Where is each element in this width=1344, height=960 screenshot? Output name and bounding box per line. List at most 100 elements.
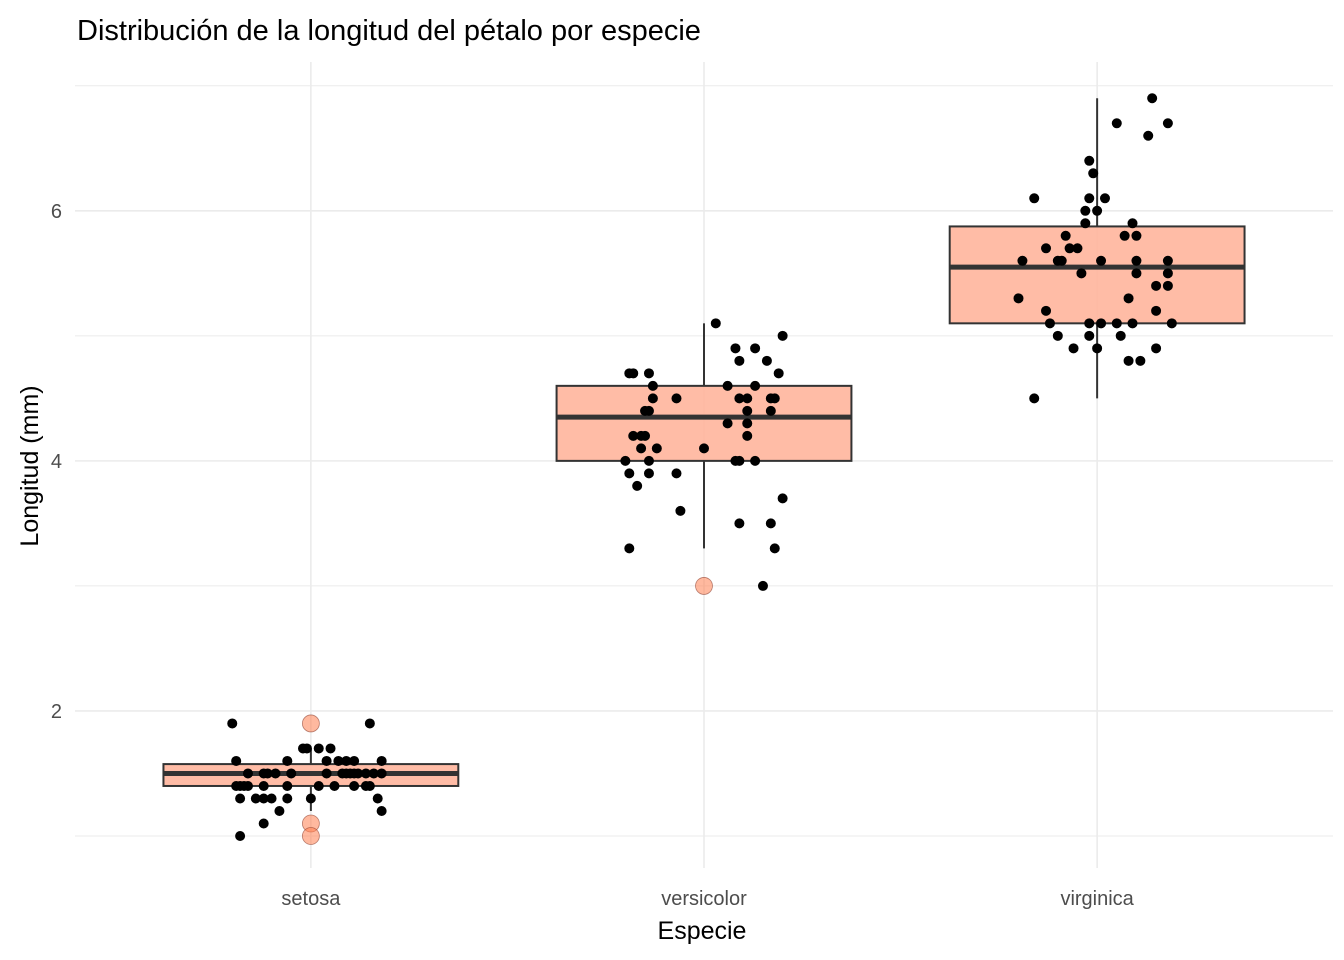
data-point (242, 780, 253, 791)
data-point (231, 755, 242, 766)
data-point (1119, 230, 1130, 241)
data-point (250, 793, 261, 804)
data-point (258, 780, 269, 791)
data-point (643, 405, 654, 416)
data-point (1162, 118, 1173, 129)
data-point (1123, 355, 1134, 366)
y-tick-labels: 2 4 6 (51, 201, 62, 723)
data-point (1162, 280, 1173, 291)
data-point (769, 393, 780, 404)
box-virginica (948, 98, 1246, 399)
data-point (1044, 318, 1055, 329)
data-point (1096, 318, 1107, 329)
data-point (282, 793, 293, 804)
data-point (313, 780, 324, 791)
x-tick-label: setosa (281, 888, 341, 910)
data-point (643, 455, 654, 466)
data-point (757, 580, 768, 591)
data-point (258, 793, 269, 804)
data-point (1041, 243, 1052, 254)
data-point (620, 455, 631, 466)
data-point (734, 518, 745, 529)
data-point (376, 755, 387, 766)
data-point (1056, 255, 1067, 266)
data-point (368, 768, 379, 779)
data-point (1135, 355, 1146, 366)
data-point (1084, 318, 1095, 329)
x-tick-label: virginica (1060, 888, 1134, 910)
data-point (274, 805, 285, 816)
data-point (647, 393, 658, 404)
data-point (364, 780, 375, 791)
data-point (1013, 293, 1024, 304)
data-point (647, 380, 658, 391)
data-point (777, 493, 788, 504)
data-point (360, 768, 371, 779)
data-point (1099, 193, 1110, 204)
data-point (1111, 118, 1122, 129)
data-point (722, 380, 733, 391)
data-point (262, 768, 273, 779)
data-point (1084, 155, 1095, 166)
data-point (1052, 330, 1063, 341)
data-point (1092, 205, 1103, 216)
data-point (258, 818, 269, 829)
data-point (1166, 318, 1177, 329)
y-tick-label: 4 (51, 451, 62, 473)
data-point (750, 380, 761, 391)
data-point (270, 768, 281, 779)
data-point (628, 368, 639, 379)
data-point (313, 743, 324, 754)
data-point (671, 468, 682, 479)
data-point (1131, 230, 1142, 241)
data-point (1123, 293, 1134, 304)
data-point (227, 718, 238, 729)
data-point (773, 368, 784, 379)
data-point (734, 455, 745, 466)
data-point (632, 480, 643, 491)
data-point (624, 543, 635, 554)
data-point (1068, 343, 1079, 354)
data-point (699, 443, 709, 454)
data-point (769, 543, 780, 554)
data-point (282, 780, 293, 791)
data-point (1072, 243, 1083, 254)
outlier-point (695, 577, 713, 595)
data-point (349, 755, 360, 766)
data-point (1131, 255, 1142, 266)
outlier-point (301, 714, 320, 733)
outlier-point (301, 827, 320, 845)
data-point (742, 418, 753, 429)
data-point (761, 355, 772, 366)
data-point (329, 780, 340, 791)
data-point (742, 393, 753, 404)
data-point (321, 755, 332, 766)
x-axis-title: Especie (658, 917, 747, 945)
data-point (722, 418, 733, 429)
data-point (624, 468, 635, 479)
data-point (1151, 305, 1162, 316)
x-tick-labels: setosa versicolor virginica (281, 888, 1134, 910)
data-point (1060, 230, 1071, 241)
data-point (765, 518, 776, 529)
data-point (651, 443, 662, 454)
data-point (372, 793, 383, 804)
data-point (1115, 330, 1126, 341)
data-point (1076, 268, 1087, 279)
data-point (1162, 268, 1173, 279)
data-point (333, 755, 344, 766)
data-point (242, 768, 253, 779)
data-point (765, 405, 776, 416)
data-point (730, 343, 741, 354)
data-point (643, 468, 654, 479)
data-point (734, 393, 745, 404)
data-point (1029, 193, 1040, 204)
data-point (1041, 305, 1052, 316)
data-point (305, 793, 316, 804)
data-point (341, 755, 352, 766)
data-point (628, 430, 639, 441)
data-point (1080, 218, 1091, 229)
data-point (742, 405, 753, 416)
y-axis-title: Longitud (mm) (16, 385, 44, 546)
